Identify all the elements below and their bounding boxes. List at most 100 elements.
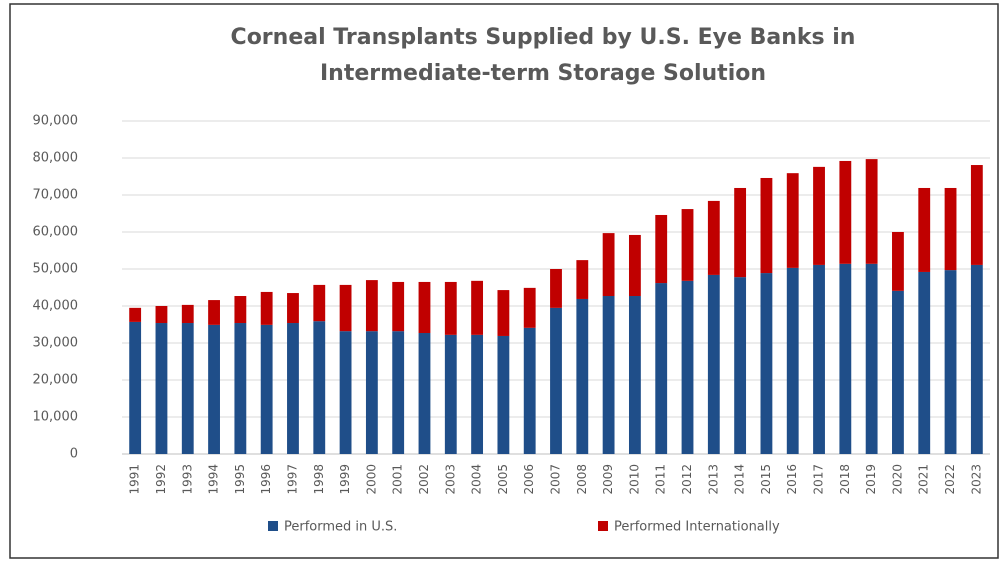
bar-segment — [655, 283, 668, 454]
y-tick-label: 30,000 — [33, 336, 79, 351]
x-tick-label: 2023 — [969, 464, 983, 495]
y-tick-label: 80,000 — [33, 151, 79, 166]
x-tick-label: 2013 — [706, 464, 720, 495]
x-tick-label: 2016 — [785, 464, 799, 495]
x-tick-label: 1997 — [285, 464, 299, 495]
bar-segment — [313, 321, 326, 454]
bar-segment — [365, 280, 378, 332]
x-tick-label: 2018 — [838, 464, 852, 495]
bar-segment — [444, 334, 457, 454]
bar-segment — [970, 165, 983, 265]
bar-segment — [129, 307, 142, 322]
x-tick-label: 1996 — [259, 464, 273, 495]
x-tick-label: 2014 — [733, 464, 747, 495]
bar-segment — [786, 173, 799, 268]
bar-segment — [892, 232, 904, 291]
x-tick-label: 1991 — [128, 464, 142, 495]
bar-segment — [628, 296, 641, 454]
x-tick-label: 2017 — [812, 464, 826, 495]
y-tick-label: 60,000 — [33, 225, 79, 240]
x-tick-label: 2011 — [654, 464, 668, 495]
bar-segment — [365, 331, 378, 454]
bar-segment — [865, 263, 878, 454]
bar-segment — [129, 321, 142, 454]
bar-segment — [550, 307, 562, 454]
x-tick-label: 1999 — [338, 464, 352, 495]
x-tick-label: 2021 — [917, 464, 931, 495]
bar-segment — [208, 324, 220, 454]
bar-segment — [734, 187, 747, 278]
bar-segment — [734, 277, 747, 454]
bar-segment — [550, 269, 562, 308]
bar-segment — [576, 260, 589, 299]
bar-segment — [392, 281, 405, 332]
bar-segment — [444, 281, 457, 335]
bar-segment — [918, 187, 931, 272]
legend-swatch — [598, 521, 608, 531]
y-tick-label: 10,000 — [33, 410, 79, 425]
x-tick-label: 2002 — [417, 464, 431, 495]
x-tick-label: 1992 — [154, 464, 168, 495]
chart-border — [9, 3, 999, 559]
x-tick-label: 2008 — [575, 464, 589, 495]
bar-segment — [339, 284, 352, 332]
bar-segment — [918, 271, 931, 454]
x-tick-label: 2010 — [627, 464, 641, 495]
legend-swatch — [268, 521, 278, 531]
bar-segment — [234, 323, 247, 454]
x-tick-label: 2012 — [680, 464, 694, 495]
y-tick-label: 70,000 — [33, 188, 79, 203]
bar-segment — [681, 280, 694, 454]
x-tick-label: 1995 — [233, 464, 247, 495]
y-tick-label: 90,000 — [33, 114, 79, 129]
x-tick-label: 2003 — [443, 464, 457, 495]
bar-segment — [944, 187, 957, 271]
x-tick-label: 2020 — [890, 464, 904, 495]
bar-segment — [181, 323, 194, 454]
bar-segment — [760, 273, 773, 454]
bar-segment — [287, 323, 299, 454]
legend-label: Performed Internationally — [614, 520, 780, 535]
x-tick-label: 2015 — [759, 464, 773, 495]
bar-segment — [839, 263, 852, 454]
bar-segment — [576, 298, 589, 454]
bar-segment — [944, 270, 957, 454]
x-tick-label: 2009 — [601, 464, 615, 495]
bar-segment — [760, 177, 773, 274]
x-tick-label: 2000 — [364, 464, 378, 495]
legend-label: Performed in U.S. — [284, 520, 397, 535]
x-tick-label: 1993 — [180, 464, 194, 495]
bar-segment — [471, 280, 484, 335]
bar-segment — [155, 306, 168, 324]
y-tick-label: 40,000 — [33, 299, 79, 314]
bar-segment — [392, 331, 405, 454]
x-tick-label: 2007 — [549, 464, 563, 495]
bar-segment — [602, 233, 615, 297]
bar-segment — [155, 323, 168, 454]
x-tick-label: 2001 — [391, 464, 405, 495]
bar-segment — [655, 214, 668, 284]
x-tick-label: 2004 — [470, 464, 484, 495]
bar-segment — [681, 209, 694, 281]
bar-segment — [602, 296, 615, 454]
bar-segment — [418, 333, 431, 454]
bar-segment — [208, 300, 220, 325]
bar-segment — [339, 331, 352, 454]
y-tick-label: 50,000 — [33, 262, 79, 277]
y-tick-label: 0 — [70, 447, 78, 462]
bar-segment — [839, 160, 852, 264]
bar-segment — [628, 234, 641, 297]
bar-segment — [707, 274, 720, 454]
bar-segment — [260, 291, 273, 325]
x-tick-label: 1998 — [312, 464, 326, 495]
bar-segment — [970, 264, 983, 454]
bar-segment — [497, 290, 510, 336]
bar-segment — [471, 334, 484, 454]
bar-segment — [181, 304, 194, 324]
x-tick-label: 2005 — [496, 464, 510, 495]
bar-segment — [786, 267, 799, 454]
bar-segment — [260, 324, 273, 454]
bar-segment — [497, 335, 510, 454]
bar-segment — [892, 290, 904, 454]
